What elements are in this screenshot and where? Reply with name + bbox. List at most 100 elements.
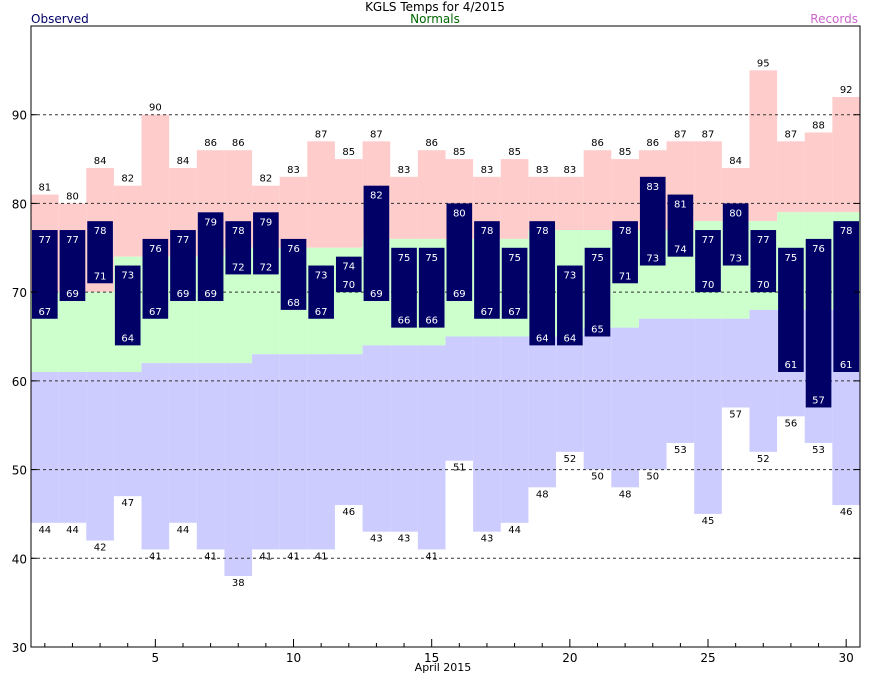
record-high-band xyxy=(804,132,833,213)
record-low-band xyxy=(86,371,114,541)
observed-high-label: 76 xyxy=(812,244,825,255)
observed-low-label: 67 xyxy=(38,307,51,318)
observed-low-label: 72 xyxy=(232,262,245,273)
chart-title: KGLS Temps for 4/2015 xyxy=(365,0,505,14)
record-high-label: 86 xyxy=(591,138,604,149)
bands-layer xyxy=(31,70,860,577)
y-tick-label: 70 xyxy=(12,286,27,300)
record-low-band xyxy=(141,363,170,550)
observed-low-label: 67 xyxy=(481,307,494,318)
observed-high-label: 74 xyxy=(342,262,355,273)
observed-high-label: 73 xyxy=(121,271,134,282)
record-high-band xyxy=(307,141,335,248)
record-low-label: 57 xyxy=(729,409,742,420)
observed-low-label: 67 xyxy=(315,307,328,318)
record-high-label: 85 xyxy=(619,147,632,158)
observed-low-label: 67 xyxy=(508,307,521,318)
record-low-band xyxy=(196,363,225,550)
observed-low-label: 61 xyxy=(785,360,798,371)
record-high-label: 83 xyxy=(536,165,549,176)
record-low-label: 44 xyxy=(66,525,79,536)
record-low-label: 41 xyxy=(204,551,217,562)
record-high-label: 92 xyxy=(840,85,853,96)
y-tick-label: 80 xyxy=(12,197,27,211)
observed-high-label: 80 xyxy=(453,208,466,219)
x-tick-label: 10 xyxy=(286,651,301,665)
record-low-band xyxy=(694,318,722,514)
observed-low-label: 69 xyxy=(370,289,383,300)
record-low-band xyxy=(473,336,501,532)
observed-high-label: 78 xyxy=(536,226,549,237)
y-tick-label: 50 xyxy=(12,464,27,478)
observed-high-label: 73 xyxy=(315,271,328,282)
record-low-band xyxy=(638,318,667,470)
record-high-band xyxy=(832,96,860,213)
observed-bar xyxy=(446,203,473,302)
record-low-label: 46 xyxy=(840,507,853,518)
observed-bar xyxy=(391,247,417,328)
record-high-band xyxy=(583,150,612,231)
record-high-band xyxy=(777,141,805,213)
record-low-label: 51 xyxy=(453,463,466,474)
record-low-band xyxy=(279,354,308,550)
record-high-label: 85 xyxy=(508,147,521,158)
normal-band xyxy=(86,292,114,372)
x-tick-label: 20 xyxy=(562,651,577,665)
plot-frame xyxy=(30,25,861,648)
observed-bar xyxy=(87,221,113,284)
record-high-band xyxy=(749,70,778,222)
record-low-label: 48 xyxy=(536,489,549,500)
observed-high-label: 73 xyxy=(563,271,576,282)
record-low-label: 50 xyxy=(591,472,604,483)
record-high-label: 87 xyxy=(370,129,383,140)
observed-bar xyxy=(557,265,583,346)
legend-observed: Observed xyxy=(31,12,89,26)
observed-high-label: 79 xyxy=(260,217,273,228)
observed-bar xyxy=(612,221,638,284)
observed-bar xyxy=(667,194,694,257)
record-low-band xyxy=(528,336,557,488)
record-high-label: 86 xyxy=(232,138,245,149)
observed-bars-layer xyxy=(32,176,859,408)
record-high-label: 83 xyxy=(287,165,300,176)
record-low-label: 43 xyxy=(481,534,494,545)
y-tick-label: 90 xyxy=(12,109,27,123)
record-low-band xyxy=(390,345,418,532)
observed-low-label: 73 xyxy=(729,254,742,265)
record-high-label: 83 xyxy=(563,165,576,176)
observed-bar xyxy=(363,185,390,302)
record-high-label: 87 xyxy=(315,129,328,140)
record-high-band xyxy=(113,185,142,257)
record-low-label: 41 xyxy=(287,551,300,562)
observed-low-label: 69 xyxy=(66,289,79,300)
observed-high-label: 78 xyxy=(481,226,494,237)
record-high-label: 87 xyxy=(674,129,687,140)
observed-high-label: 77 xyxy=(38,235,51,246)
observed-low-label: 69 xyxy=(204,289,217,300)
observed-high-label: 75 xyxy=(398,253,411,264)
record-low-band xyxy=(334,354,363,506)
observed-bar xyxy=(750,230,777,293)
record-low-label: 41 xyxy=(425,551,438,562)
record-low-band xyxy=(362,345,391,532)
record-low-label: 53 xyxy=(812,445,825,456)
record-low-label: 50 xyxy=(646,472,659,483)
record-low-band xyxy=(721,318,750,408)
observed-low-label: 71 xyxy=(94,271,107,282)
observed-low-label: 65 xyxy=(591,325,604,336)
record-low-label: 43 xyxy=(370,534,383,545)
observed-high-label: 81 xyxy=(674,200,687,211)
observed-high-label: 78 xyxy=(232,226,245,237)
observed-low-label: 61 xyxy=(840,360,853,371)
observed-high-label: 83 xyxy=(646,182,659,193)
record-low-band xyxy=(417,345,446,550)
record-high-label: 81 xyxy=(38,183,51,194)
record-low-band xyxy=(445,336,474,461)
record-low-band xyxy=(611,327,639,488)
observed-bar xyxy=(778,247,804,372)
observed-high-label: 77 xyxy=(66,235,79,246)
observed-bar xyxy=(805,238,832,408)
observed-bar xyxy=(197,212,224,302)
observed-low-label: 71 xyxy=(619,271,632,282)
record-high-label: 86 xyxy=(204,138,217,149)
